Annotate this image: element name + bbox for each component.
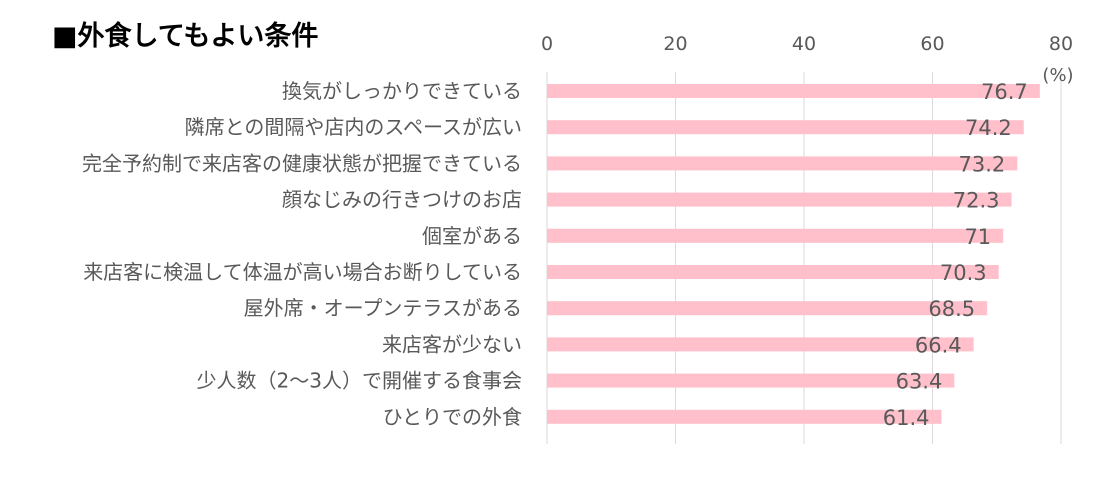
bar [547,265,999,279]
x-tick-label: 40 [792,33,816,55]
value-label: 72.3 [953,189,1000,213]
value-label: 74.2 [965,116,1012,140]
value-labels: 76.7 74.2 73.2 72.3 71 70.3 68.5 66.4 63.4 61.4 [883,80,1028,430]
chart-title: ■外食してもよい条件 [52,21,319,52]
category-label: 換気がしっかりできている [282,79,522,103]
bar [547,373,955,388]
category-label: 隣席との間隔や店内のスペースが広い [185,115,522,139]
bar [547,301,988,316]
value-label: 71 [964,225,991,249]
bar [547,120,1024,135]
category-label: 少人数（2〜3人）で開催する食事会 [197,369,522,393]
unit-label: (%) [1042,65,1073,86]
category-label: 顔なじみの行きつけのお店 [282,188,522,212]
value-label: 70.3 [940,261,987,285]
value-label: 73.2 [959,152,1006,176]
bar [547,192,1012,207]
category-label: 個室がある [422,224,522,248]
x-tick-label: 60 [920,33,944,55]
category-label: 来店客に検温して体温が高い場合お断りしている [83,260,522,284]
value-label: 61.4 [883,406,930,430]
x-tick-label: 0 [541,33,553,55]
bars [547,84,1040,424]
bar [547,409,942,424]
category-label: 完全予約制で来店客の健康状態が把握できている [82,151,522,175]
category-labels: 換気がしっかりできている隣席との間隔や店内のスペースが広い完全予約制で来店客の健… [82,79,522,429]
value-label: 63.4 [896,370,943,394]
x-axis-ticks: 0 20 40 60 80 [541,33,1073,55]
bar [547,228,1004,243]
value-label: 68.5 [928,297,975,321]
bar [547,156,1018,171]
bar [547,337,974,352]
category-label: 屋外席・オープンテラスがある [244,296,522,320]
x-tick-label: 20 [663,33,687,55]
category-label: 来店客が少ない [382,332,522,356]
bar [547,84,1040,98]
x-tick-label: 80 [1049,33,1073,55]
value-label: 76.7 [981,80,1028,104]
value-label: 66.4 [915,333,962,357]
category-label: ひとりでの外食 [383,405,522,429]
